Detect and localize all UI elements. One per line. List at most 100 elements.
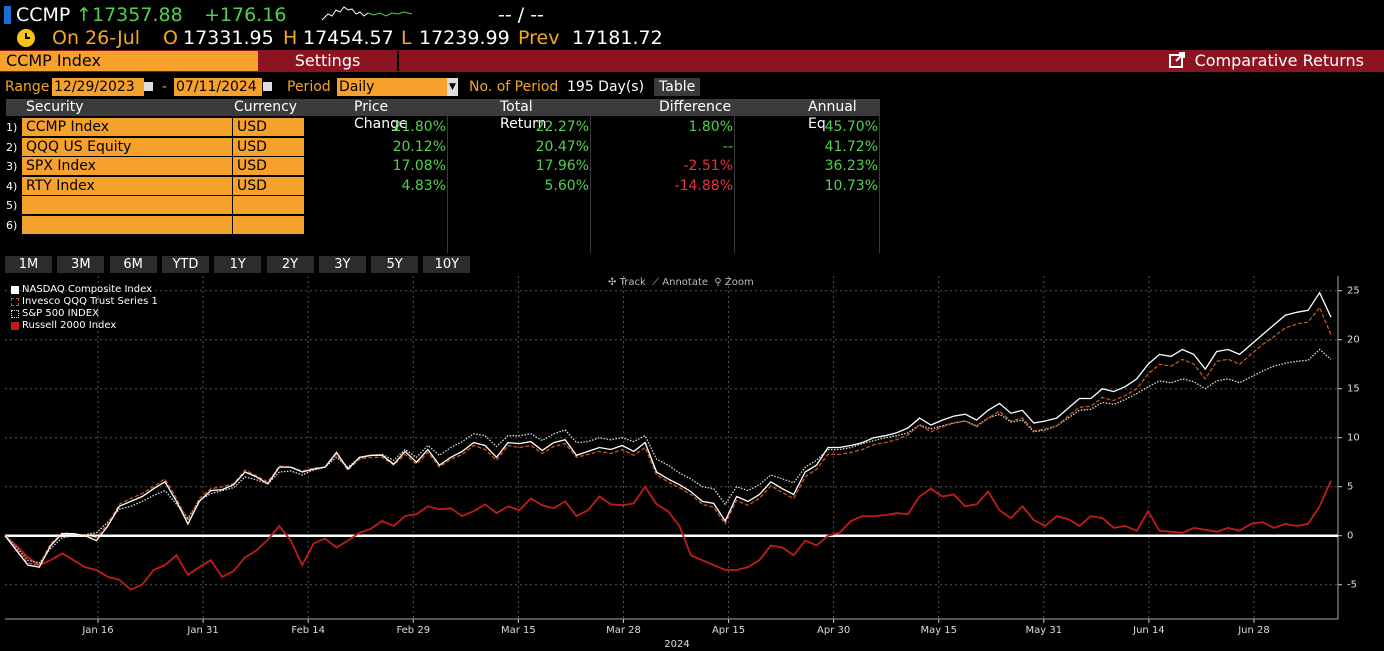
row-number: 1)	[6, 121, 18, 134]
total-return-value: 5.60%	[544, 177, 589, 194]
period-button-5y[interactable]: 5Y	[371, 256, 419, 273]
currency-cell[interactable]	[233, 215, 305, 234]
currency-cell[interactable]: USD	[233, 137, 305, 156]
security-input[interactable]: RTY Index	[22, 176, 233, 195]
legend-swatch	[11, 310, 19, 318]
currency-cell[interactable]	[233, 196, 305, 214]
difference-value: 1.80%	[688, 119, 733, 135]
col-total-return[interactable]: Total Return	[500, 99, 547, 132]
total-return-value	[448, 216, 589, 234]
price-change-value	[306, 196, 446, 214]
num-period-value: 195 Day(s)	[567, 79, 645, 95]
price-change-value: 4.83%	[401, 177, 446, 194]
open-value: 17331.95	[183, 27, 274, 49]
difference-value	[591, 216, 733, 234]
track-tool[interactable]: ✣ Track	[608, 277, 646, 288]
annual-eq-value	[735, 216, 878, 234]
x-tick-label: Apr 30	[817, 625, 850, 636]
col-annual-eq[interactable]: Annual Eq	[808, 99, 857, 132]
period-button-6m[interactable]: 6M	[109, 256, 157, 273]
x-tick-label: Jan 31	[186, 625, 218, 636]
col-security[interactable]: Security	[26, 99, 84, 116]
external-link-icon	[1168, 52, 1185, 68]
series-line-qqq[interactable]	[4, 306, 1332, 566]
col-price-change[interactable]: Price Change	[354, 99, 408, 132]
period-button-3m[interactable]: 3M	[57, 256, 105, 273]
x-tick-label: Apr 15	[712, 625, 745, 636]
legend-label: S&P 500 INDEX	[22, 308, 99, 319]
row-number: 5)	[6, 199, 18, 212]
price-change-value	[306, 216, 446, 234]
comparative-returns-chart[interactable]: -5 0 5 10 15 20 25 Jan 16 Jan 31 Feb 14 Feb 29 Mar …	[0, 276, 1384, 651]
total-return-value: 17.96%	[535, 158, 589, 174]
period-button-1y[interactable]: 1Y	[214, 256, 262, 273]
currency-cell[interactable]: USD	[233, 157, 305, 175]
row-number: 6)	[6, 218, 18, 232]
low-label: L	[401, 27, 412, 49]
x-tick-label: May 31	[1026, 625, 1063, 636]
total-return-value	[448, 196, 589, 214]
period-button-10y[interactable]: 10Y	[423, 256, 471, 273]
dropdown-arrow-icon[interactable]: ▼	[447, 78, 458, 96]
annual-eq-value: 41.72%	[824, 138, 878, 155]
annual-eq-value: 10.73%	[824, 177, 878, 194]
y-tick-label: 10	[1347, 433, 1360, 444]
range-dash: -	[162, 79, 168, 95]
zoom-tool[interactable]: ⚲ Zoom	[714, 277, 754, 288]
series-line-russell[interactable]	[4, 480, 1332, 591]
legend-item[interactable]: S&P 500 INDEX	[10, 308, 158, 320]
security-input[interactable]: QQQ US Equity	[22, 137, 233, 156]
high-value: 17454.57	[303, 27, 394, 49]
legend-label: Russell 2000 Index	[22, 320, 117, 331]
security-input[interactable]	[22, 196, 233, 214]
security-title[interactable]: CCMP Index	[0, 51, 258, 71]
y-tick-label: 15	[1347, 384, 1360, 395]
year-label: 2024	[664, 639, 689, 650]
y-tick-label: 20	[1347, 335, 1360, 346]
high-label: H	[283, 27, 298, 49]
row-number: 4)	[6, 179, 18, 193]
period-select[interactable]: Daily	[337, 78, 447, 96]
comparative-returns-link[interactable]: Comparative Returns	[1168, 51, 1364, 70]
col-difference[interactable]: Difference	[659, 99, 732, 116]
legend-item[interactable]: Invesco QQQ Trust Series 1	[10, 296, 158, 308]
currency-cell[interactable]: USD	[233, 118, 305, 136]
series-line-nasdaq[interactable]	[4, 291, 1332, 568]
difference-value	[591, 196, 733, 214]
period-button-2y[interactable]: 2Y	[266, 256, 314, 273]
price-change: +176.16	[204, 4, 287, 26]
currency-cell[interactable]: USD	[233, 176, 305, 195]
annotate-tool[interactable]: ⟋ Annotate	[652, 277, 709, 288]
security-input[interactable]: SPX Index	[22, 157, 233, 175]
price-change-value: 17.08%	[392, 158, 446, 174]
period-button-ytd[interactable]: YTD	[161, 256, 209, 273]
active-marker	[4, 6, 11, 24]
table-button[interactable]: Table	[654, 78, 701, 96]
calendar-icon[interactable]	[263, 82, 272, 91]
y-tick-label: 5	[1347, 482, 1353, 493]
calendar-icon[interactable]	[144, 82, 153, 91]
difference-value: --	[722, 138, 733, 155]
series-line-spx[interactable]	[4, 348, 1332, 564]
col-currency[interactable]: Currency	[234, 99, 298, 116]
up-arrow-icon: ↑	[76, 4, 92, 26]
settings-button[interactable]: Settings	[258, 51, 399, 71]
x-tick-label: Feb 29	[396, 625, 430, 636]
comparative-returns-label: Comparative Returns	[1194, 51, 1364, 70]
legend-item[interactable]: NASDAQ Composite Index	[10, 284, 158, 296]
security-input[interactable]	[22, 215, 233, 234]
legend-item[interactable]: Russell 2000 Index	[10, 320, 158, 332]
track-label: Track	[619, 277, 646, 288]
start-date-input[interactable]: 12/29/2023	[52, 78, 144, 96]
end-date-input[interactable]: 07/11/2024	[174, 78, 262, 96]
low-value: 17239.99	[419, 27, 510, 49]
ticker-symbol[interactable]: CCMP	[16, 4, 71, 26]
sparkline-icon	[322, 6, 413, 21]
annotate-label: Annotate	[662, 277, 709, 288]
period-button-1m[interactable]: 1M	[5, 256, 52, 273]
period-button-3y[interactable]: 3Y	[318, 256, 366, 273]
row-number: 3)	[6, 160, 18, 173]
annual-eq-value: 45.70%	[824, 119, 878, 135]
clock-icon	[16, 28, 36, 53]
security-input[interactable]: CCMP Index	[22, 118, 233, 136]
